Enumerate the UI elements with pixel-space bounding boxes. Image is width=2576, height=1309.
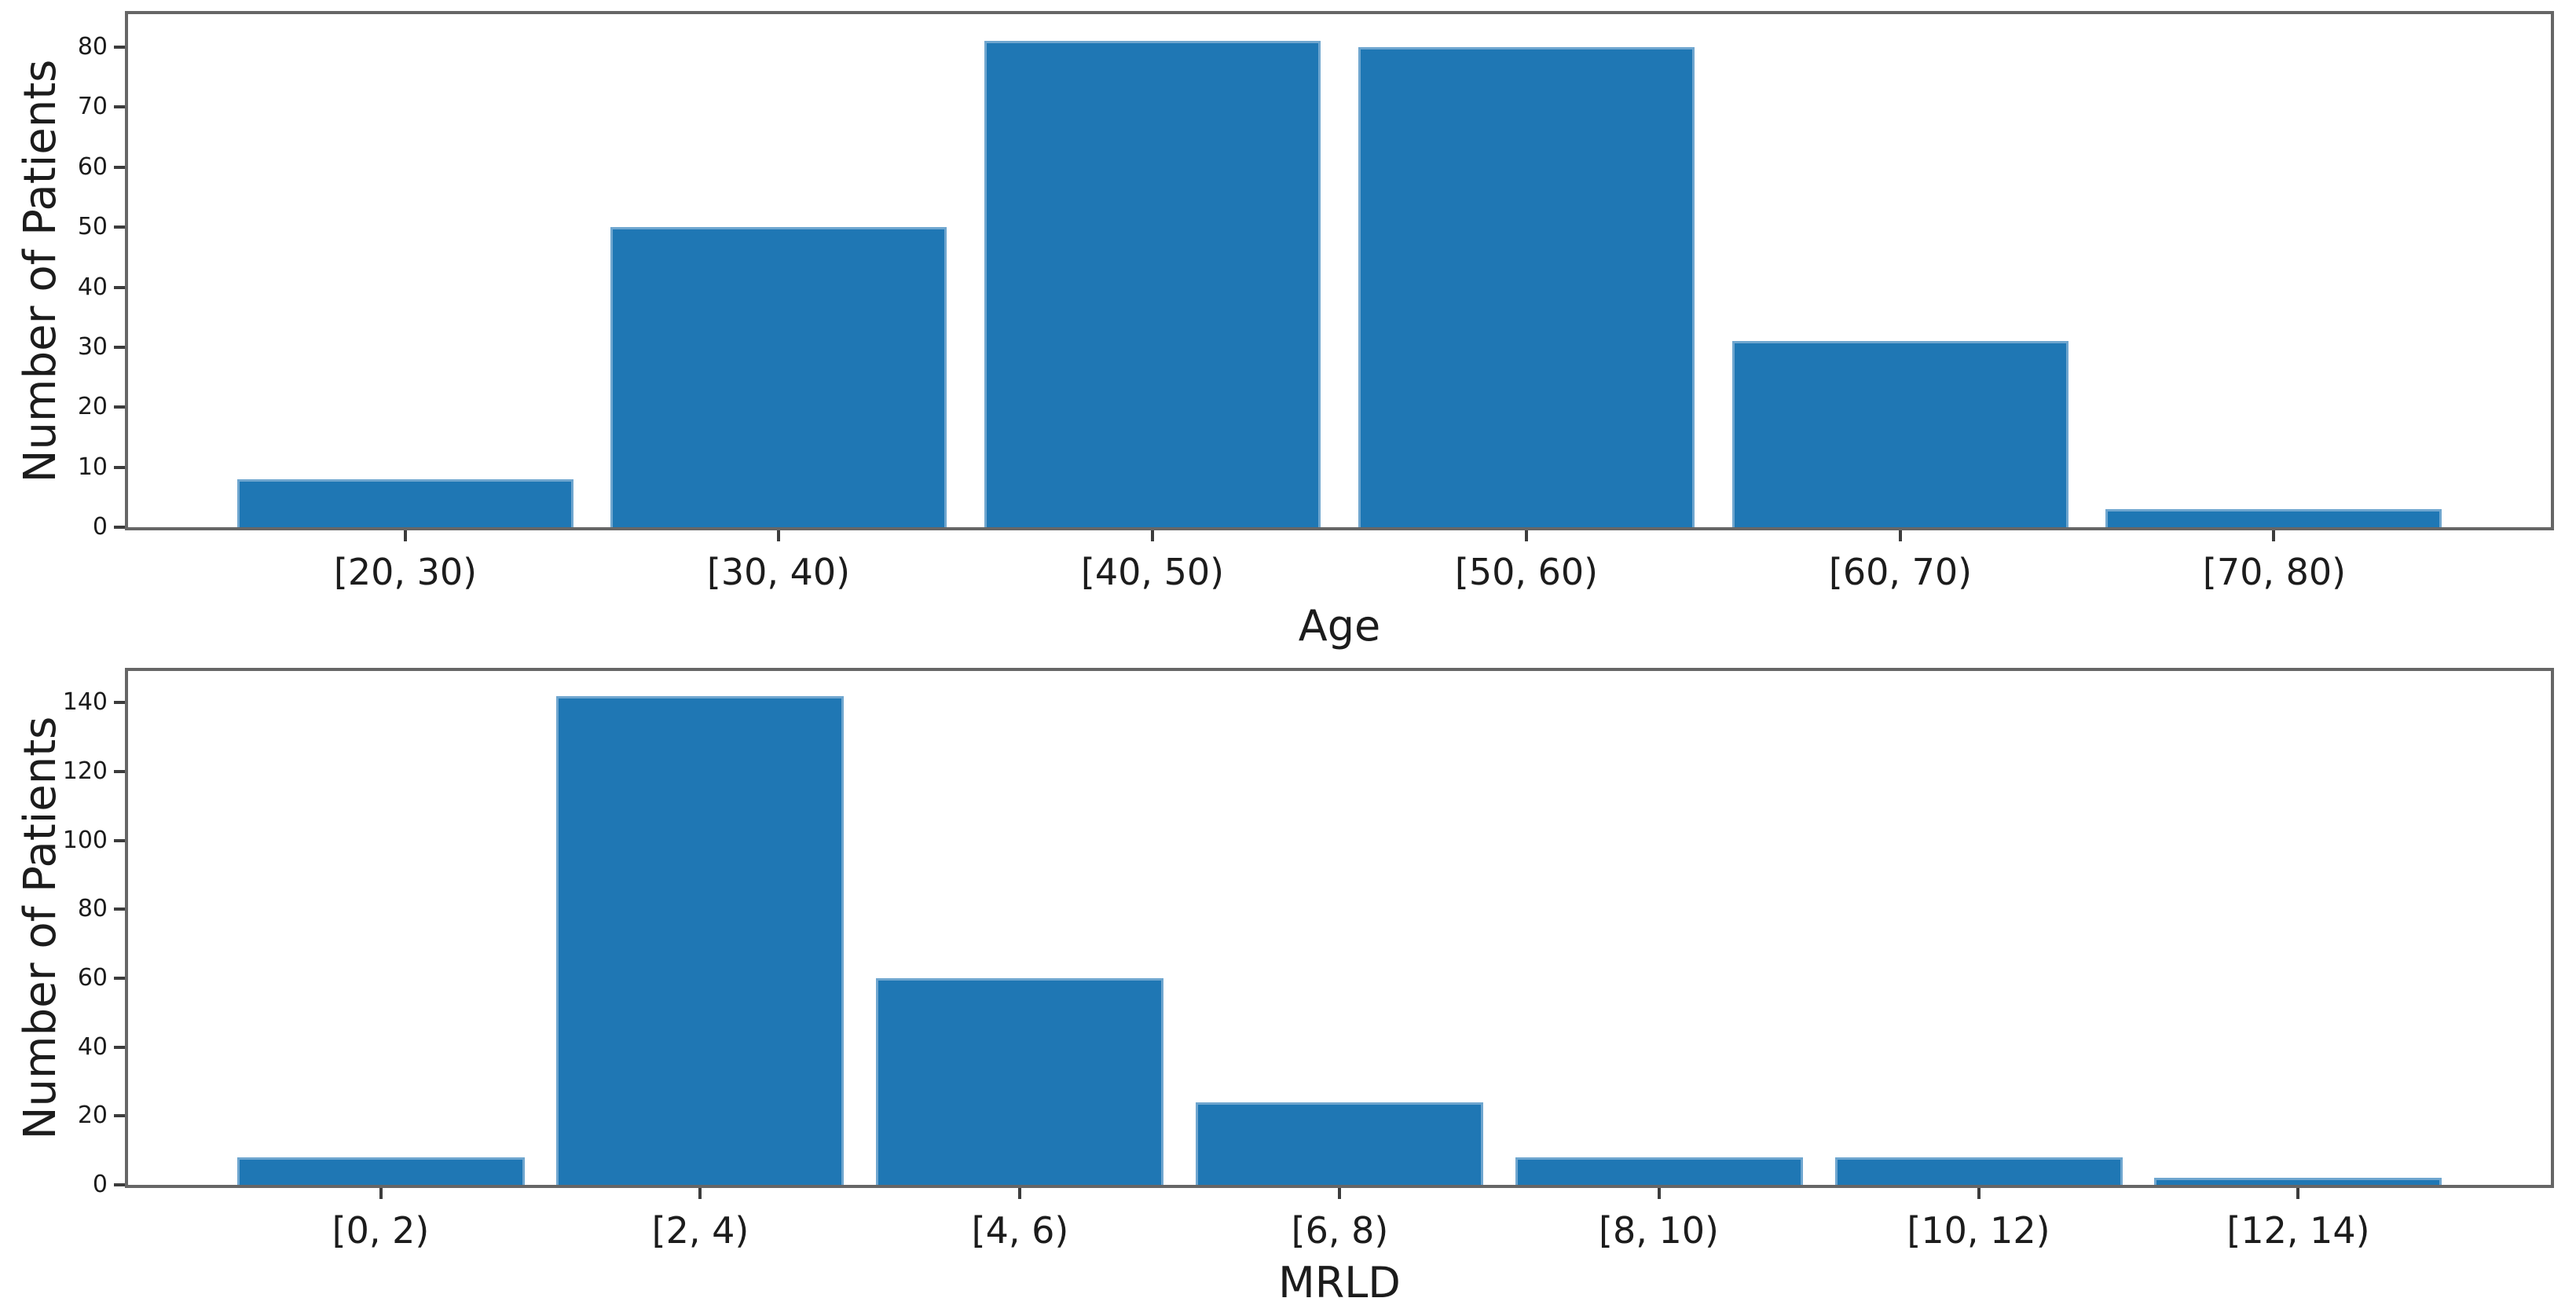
- y-tick-mark: [114, 526, 125, 529]
- y-tick-mark: [114, 226, 125, 229]
- y-tick-label: 40: [77, 1033, 108, 1061]
- y-tick-label: 40: [77, 273, 108, 301]
- x-tick-label: [8, 10): [1599, 1209, 1719, 1252]
- y-tick-mark: [114, 105, 125, 108]
- y-tick-mark: [114, 286, 125, 289]
- y-tick-mark: [114, 770, 125, 773]
- x-tick-mark: [1977, 1188, 1981, 1199]
- x-tick-mark: [379, 1188, 383, 1199]
- y-tick-mark: [114, 839, 125, 842]
- y-tick-label: 20: [77, 1102, 108, 1129]
- x-tick-mark: [777, 530, 780, 541]
- y-tick-mark: [114, 46, 125, 49]
- y-tick-label: 60: [77, 964, 108, 992]
- bar-[70, 80): [2105, 509, 2442, 527]
- x-tick-label: [40, 50): [1080, 551, 1225, 593]
- y-tick-label: 60: [77, 153, 108, 181]
- y-tick-label: 30: [77, 333, 108, 361]
- y-tick-label: 120: [62, 757, 108, 785]
- y-tick-label: 10: [77, 453, 108, 481]
- mrld-x-axis-label: MRLD: [1278, 1258, 1401, 1307]
- y-tick-mark: [114, 1183, 125, 1186]
- x-tick-mark: [1151, 530, 1154, 541]
- y-tick-label: 140: [62, 688, 108, 716]
- y-tick-label: 80: [77, 33, 108, 60]
- bar-[10, 12): [1835, 1157, 2123, 1185]
- bar-[30, 40): [610, 227, 947, 527]
- bar-[8, 10): [1515, 1157, 1803, 1185]
- mrld-plot-area: [125, 668, 2554, 1188]
- y-tick-label: 70: [77, 93, 108, 120]
- y-tick-mark: [114, 405, 125, 409]
- age-plot-area: [125, 11, 2554, 530]
- y-tick-label: 0: [92, 1171, 108, 1198]
- y-tick-label: 100: [62, 827, 108, 854]
- y-tick-mark: [114, 466, 125, 469]
- x-tick-mark: [1899, 530, 1902, 541]
- x-tick-label: [4, 6): [971, 1209, 1069, 1252]
- x-tick-mark: [698, 1188, 702, 1199]
- x-tick-label: [20, 30): [333, 551, 478, 593]
- bar-[4, 6): [876, 978, 1163, 1185]
- bar-[40, 50): [984, 41, 1321, 527]
- x-tick-label: [6, 8): [1291, 1209, 1389, 1252]
- y-tick-mark: [114, 166, 125, 169]
- bar-[50, 60): [1358, 47, 1695, 527]
- x-tick-mark: [404, 530, 407, 541]
- y-tick-mark: [114, 908, 125, 911]
- y-tick-mark: [114, 977, 125, 980]
- y-tick-label: 20: [77, 393, 108, 420]
- bar-[2, 4): [556, 696, 844, 1185]
- x-tick-label: [2, 4): [651, 1209, 749, 1252]
- x-tick-label: [30, 40): [706, 551, 851, 593]
- x-tick-mark: [1658, 1188, 1661, 1199]
- bar-[0, 2): [237, 1157, 525, 1185]
- bar-[6, 8): [1196, 1102, 1483, 1185]
- y-tick-mark: [114, 346, 125, 349]
- y-tick-mark: [114, 1114, 125, 1117]
- y-tick-label: 0: [92, 513, 108, 541]
- x-tick-mark: [1018, 1188, 1021, 1199]
- y-tick-mark: [114, 701, 125, 704]
- x-tick-mark: [1338, 1188, 1341, 1199]
- x-tick-label: [12, 14): [2226, 1209, 2370, 1252]
- y-tick-mark: [114, 1046, 125, 1049]
- bar-[20, 30): [237, 479, 573, 527]
- bar-[60, 70): [1732, 341, 2068, 527]
- x-tick-label: [60, 70): [1828, 551, 1973, 593]
- bar-[12, 14): [2154, 1178, 2442, 1185]
- x-tick-mark: [1525, 530, 1528, 541]
- x-tick-label: [70, 80): [2202, 551, 2347, 593]
- x-tick-label: [0, 2): [332, 1209, 430, 1252]
- x-tick-label: [50, 60): [1454, 551, 1599, 593]
- x-tick-label: [10, 12): [1907, 1209, 2050, 1252]
- age-x-axis-label: Age: [1298, 601, 1381, 651]
- y-tick-label: 80: [77, 895, 108, 922]
- y-tick-label: 50: [77, 213, 108, 240]
- x-tick-mark: [2296, 1188, 2299, 1199]
- x-tick-mark: [2272, 530, 2275, 541]
